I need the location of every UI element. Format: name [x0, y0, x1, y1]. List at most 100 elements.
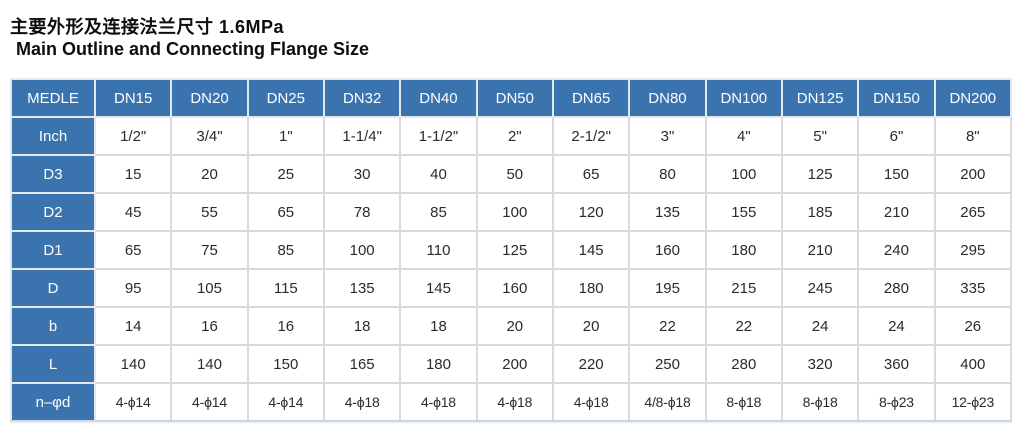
table-cell: 26	[933, 306, 1013, 346]
table-cell: 250	[628, 344, 707, 384]
table-cell: 185	[780, 192, 860, 232]
table-cell: 4-ϕ18	[551, 382, 631, 422]
table-cell: 100	[704, 154, 783, 194]
table-cell: 200	[475, 344, 554, 384]
table-cell: 295	[933, 230, 1013, 270]
table-cell: 160	[628, 230, 707, 270]
table-cell: 78	[322, 192, 402, 232]
table-cell: 180	[399, 344, 478, 384]
table-cell: 280	[857, 268, 936, 308]
table-cell: 30	[322, 154, 402, 194]
table-cell: 105	[170, 268, 249, 308]
table-cell: 320	[780, 344, 860, 384]
table-cell: 80	[628, 154, 707, 194]
table-cell: 1"	[246, 116, 325, 156]
table-cell: 200	[933, 154, 1013, 194]
row-label: D3	[10, 154, 96, 194]
table-cell: 145	[399, 268, 478, 308]
table-cell: 135	[322, 268, 402, 308]
table-cell: 180	[551, 268, 631, 308]
column-header-dn50: DN50	[475, 78, 554, 118]
table-cell: 8-ϕ23	[857, 382, 936, 422]
table-cell: 4-ϕ18	[399, 382, 478, 422]
table-cell: 18	[399, 306, 478, 346]
row-label: D2	[10, 192, 96, 232]
table-cell: 120	[551, 192, 631, 232]
section-titles: 主要外形及连接法兰尺寸 1.6MPa Main Outline and Conn…	[10, 16, 369, 60]
table-cell: 125	[780, 154, 860, 194]
table-cell: 45	[93, 192, 173, 232]
row-label: b	[10, 306, 96, 346]
column-header-dn20: DN20	[170, 78, 249, 118]
table-cell: 360	[857, 344, 936, 384]
table-row: D3 15 20 25 30 40 50 65 80 100 125 150 200	[10, 154, 1013, 194]
table-cell: 220	[551, 344, 631, 384]
table-corner-cell: MEDLE	[10, 78, 96, 118]
table-cell: 22	[628, 306, 707, 346]
table-cell: 20	[170, 154, 249, 194]
column-header-dn32: DN32	[322, 78, 402, 118]
table-cell: 3"	[628, 116, 707, 156]
table-cell: 85	[246, 230, 325, 270]
table-cell: 16	[246, 306, 325, 346]
table-cell: 4"	[704, 116, 783, 156]
table-cell: 210	[780, 230, 860, 270]
table-cell: 140	[170, 344, 249, 384]
table-cell: 245	[780, 268, 860, 308]
table-row: Inch 1/2" 3/4" 1" 1-1/4" 1-1/2" 2" 2-1/2" 3" 4" 5"…	[10, 116, 1013, 156]
row-label: n–φd	[10, 382, 96, 422]
column-header-dn80: DN80	[628, 78, 707, 118]
table-cell: 40	[399, 154, 478, 194]
table-cell: 100	[475, 192, 554, 232]
column-header-dn150: DN150	[857, 78, 936, 118]
table-cell: 100	[322, 230, 402, 270]
table-cell: 8"	[933, 116, 1013, 156]
table-cell: 75	[170, 230, 249, 270]
table-bottom-shadow	[10, 420, 1012, 424]
table-cell: 240	[857, 230, 936, 270]
table-cell: 210	[857, 192, 936, 232]
table-cell: 280	[704, 344, 783, 384]
table-cell: 14	[93, 306, 173, 346]
table-cell: 4-ϕ18	[475, 382, 554, 422]
table-cell: 1-1/2"	[399, 116, 478, 156]
table-cell: 24	[780, 306, 860, 346]
table-cell: 20	[475, 306, 554, 346]
table-cell: 215	[704, 268, 783, 308]
table-head: MEDLE DN15 DN20 DN25 DN32 DN40 DN50 DN65 DN80 DN1…	[10, 78, 1013, 118]
table-cell: 65	[93, 230, 173, 270]
table-cell: 110	[399, 230, 478, 270]
table-cell: 8-ϕ18	[704, 382, 783, 422]
table-cell: 150	[246, 344, 325, 384]
table-cell: 400	[933, 344, 1013, 384]
table-cell: 55	[170, 192, 249, 232]
table-cell: 20	[551, 306, 631, 346]
table-cell: 4-ϕ18	[322, 382, 402, 422]
table-cell: 3/4"	[170, 116, 249, 156]
table-row: b 14 16 16 18 18 20 20 22 22 24 24 26	[10, 306, 1013, 346]
table-row: D2 45 55 65 78 85 100 120 135 155 185 210 265	[10, 192, 1013, 232]
table-cell: 2-1/2"	[551, 116, 631, 156]
row-label: D1	[10, 230, 96, 270]
table-cell: 1-1/4"	[322, 116, 402, 156]
table-cell: 195	[628, 268, 707, 308]
section-title-chinese: 主要外形及连接法兰尺寸 1.6MPa	[10, 17, 285, 37]
column-header-dn65: DN65	[551, 78, 631, 118]
table-cell: 65	[246, 192, 325, 232]
table-cell: 16	[170, 306, 249, 346]
table-cell: 6"	[857, 116, 936, 156]
table-cell: 2"	[475, 116, 554, 156]
table-cell: 160	[475, 268, 554, 308]
column-header-dn125: DN125	[780, 78, 860, 118]
table-cell: 115	[246, 268, 325, 308]
table-row: D 95 105 115 135 145 160 180 195 215 245 280 335	[10, 268, 1013, 308]
table-cell: 24	[857, 306, 936, 346]
table-cell: 135	[628, 192, 707, 232]
table-cell: 50	[475, 154, 554, 194]
section-title-english: Main Outline and Connecting Flange Size	[16, 39, 370, 59]
row-label: Inch	[10, 116, 96, 156]
table-cell: 335	[933, 268, 1013, 308]
column-header-dn40: DN40	[399, 78, 478, 118]
row-label: D	[10, 268, 96, 308]
